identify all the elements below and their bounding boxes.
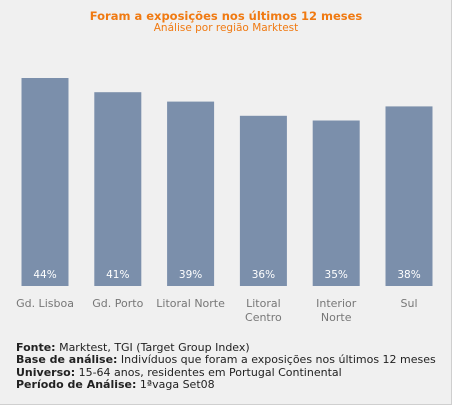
bar-3: [239, 115, 287, 286]
category-label-3: Litoral Centro: [245, 297, 282, 324]
note-period-label: Período de Análise:: [16, 378, 137, 392]
note-universe-text: 15-64 anos, residentes em Portugal Conti…: [75, 365, 342, 379]
category-label-0: Gd. Lisboa: [16, 297, 74, 310]
note-source-text: Marktest, TGI (Target Group Index): [55, 341, 250, 354]
note-period-text: 1ªvaga Set08: [136, 378, 215, 392]
note-base: Base de análise: Indivíduos que foram a …: [16, 354, 446, 366]
chart-title: Foram a exposições nos últimos 12 meses: [89, 9, 363, 23]
note-universe-label: Universo:: [16, 365, 76, 379]
bar-4: [312, 120, 360, 286]
bar-value-label-5: 38%: [397, 269, 420, 281]
category-label-5: Sul: [400, 297, 417, 310]
bar-1: [94, 92, 142, 286]
note-universe: Universo: 15-64 anos, residentes em Port…: [16, 365, 446, 379]
category-label-4: Interior Norte: [316, 297, 357, 324]
bar-2: [167, 101, 215, 286]
note-base-label: Base de análise:: [16, 353, 118, 367]
bar-value-label-3: 36%: [252, 269, 275, 281]
bar-value-label-1: 41%: [106, 269, 129, 281]
bar-value-label-4: 35%: [325, 269, 348, 281]
bar-value-label-0: 44%: [33, 269, 56, 281]
bar-chart: 44% Gd. Lisboa 41% Gd. Porto 39% Litoral Nort…: [16, 78, 433, 324]
bar-value-label-2: 39%: [179, 269, 202, 281]
chart-notes: Fonte: Marktest, TGI (Target Group Index…: [16, 341, 446, 392]
note-source: Fonte: Marktest, TGI (Target Group Index…: [16, 341, 446, 354]
category-label-1: Gd. Porto: [92, 297, 143, 310]
bar-0: [21, 78, 69, 286]
category-label-2: Litoral Norte: [156, 297, 225, 310]
chart-subtitle: Análise por região Marktest: [153, 22, 299, 34]
note-base-text: Indivíduos que foram a exposições nos úl…: [117, 353, 436, 367]
note-source-label: Fonte:: [16, 341, 56, 354]
bar-5: [385, 106, 433, 287]
note-period: Período de Análise: 1ªvaga Set08: [16, 379, 446, 391]
